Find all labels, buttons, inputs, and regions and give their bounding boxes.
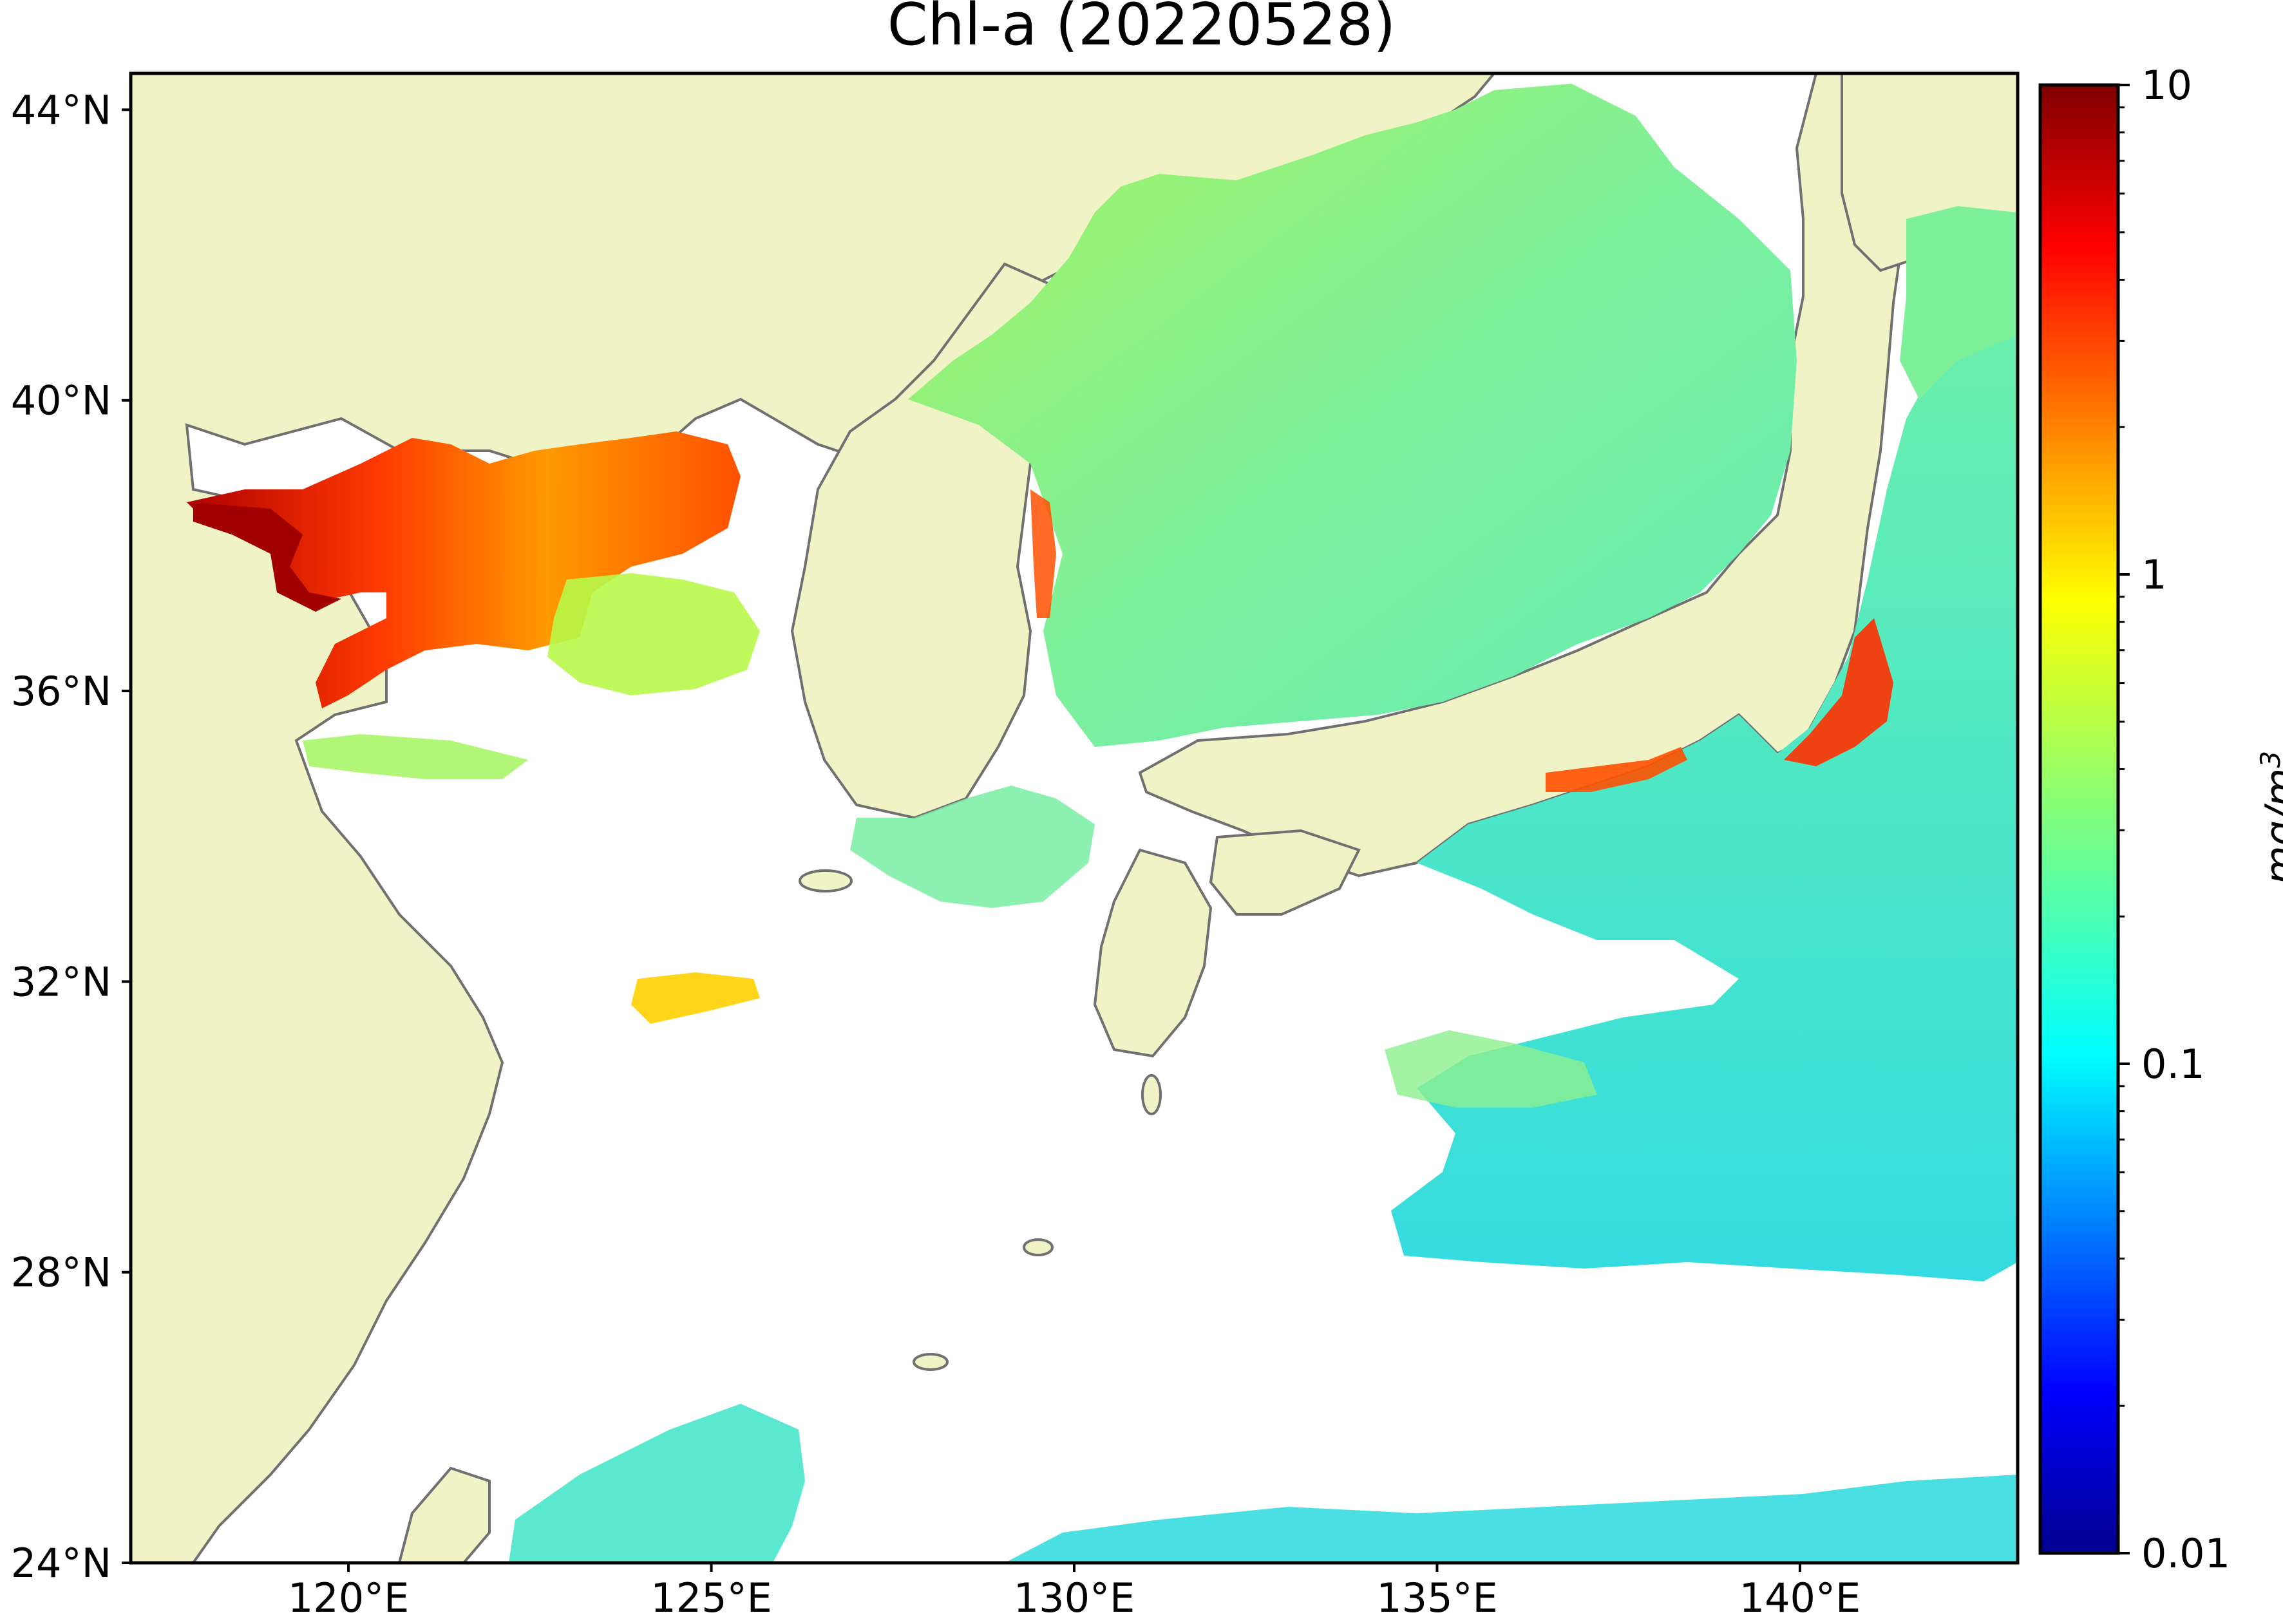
japan-south-coast-bloom [1784,618,1893,766]
longitude-axis: 120°E 125°E 130°E 135°E 140°E [288,1563,1861,1621]
lat-tick-label: 36°N [11,668,111,715]
colorbar-tick-label: 10 [2141,62,2192,109]
amami-island [1023,1238,1054,1256]
tsushima-strait-data [850,786,1095,908]
colorbar-tick-label: 0.1 [2141,1041,2205,1088]
jeju-island [799,869,853,892]
latitude-axis: 44°N 40°N 36°N 32°N 28°N 24°N [11,86,131,1587]
yellow-sea-data [547,573,760,695]
map-title: Chl-a (20220528) [887,0,1396,59]
lat-tick-label: 32°N [11,958,111,1005]
lon-tick-label: 125°E [650,1574,772,1621]
lat-tick-label: 44°N [11,86,111,133]
lon-tick-label: 120°E [288,1574,410,1621]
shikoku-island [1209,829,1361,916]
taiwan-island [397,1466,491,1563]
map-area [131,73,2018,1563]
southern-sea-data [1005,1475,2018,1563]
lon-tick-label: 140°E [1739,1574,1861,1621]
colorbar-unit-base: mg/m [2256,768,2283,885]
colorbar-tick-label: 1 [2141,551,2166,598]
lat-tick-label: 28°N [11,1249,111,1296]
bohai-sea-bloom [187,431,741,708]
colorbar-axis: 10 1 0.1 0.01 [2118,62,2230,1577]
tokara-data [1385,1030,1597,1108]
east-china-sea-patch [631,972,760,1024]
colorbar [2038,83,2120,1555]
colorbar-unit-exponent: 3 [2255,751,2283,768]
lat-tick-label: 40°N [11,377,111,424]
korea-east-coast-bloom [1030,489,1056,618]
pacific-north-data [1900,206,2018,399]
colorbar-unit-label: mg/m3 [2255,751,2283,885]
sea-of-japan-data [908,84,1797,747]
colorbar-tick-label: 0.01 [2141,1530,2230,1577]
okinawa-island [913,1353,949,1371]
lat-tick-label: 24°N [11,1540,111,1587]
ise-bay-bloom [1546,747,1687,792]
lon-tick-label: 135°E [1376,1574,1498,1621]
tanegashima-island [1141,1074,1162,1115]
pacific-data [1391,270,2018,1281]
bohai-dark-core [193,502,341,612]
lon-tick-label: 130°E [1014,1574,1135,1621]
kyushu-island [1093,848,1213,1058]
philippine-sea-data [509,1404,805,1563]
yellow-sea-south-data [303,734,528,779]
